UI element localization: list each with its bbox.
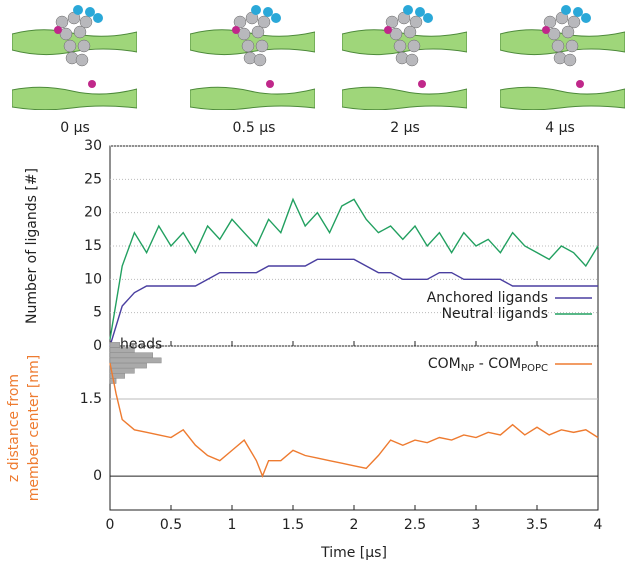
histogram-bar	[109, 357, 162, 364]
legend-label-part: NP	[461, 363, 475, 374]
x-axis-label: Time [µs]	[320, 545, 387, 561]
histogram-bar	[109, 362, 147, 369]
legend-label: Neutral ligands	[442, 306, 548, 322]
y-axis-label: Number of ligands [#]	[24, 168, 40, 324]
y-axis-label-line: z distance from	[6, 374, 22, 482]
legend-label-part: POPC	[521, 363, 548, 374]
y-axis-label-line: member center [nm]	[26, 355, 42, 502]
x-tick-label: 2.5	[404, 517, 426, 533]
y-tick-label: 20	[84, 205, 102, 221]
x-tick-label: 3	[472, 517, 481, 533]
x-tick-label: 0.5	[160, 517, 182, 533]
x-tick-label: 2	[350, 517, 359, 533]
y-tick-label: 30	[84, 138, 102, 154]
y-tick-label: 0	[93, 338, 102, 354]
legend-label-part: - COM	[474, 356, 521, 372]
x-tick-label: 1.5	[282, 517, 304, 533]
x-tick-label: 0	[106, 517, 115, 533]
data-line	[109, 197, 599, 340]
y-tick-label: 0	[93, 468, 102, 484]
legend-label-part: COM	[428, 356, 461, 372]
legend-label: Anchored ligands	[427, 290, 548, 306]
x-tick-label: 4	[594, 517, 603, 533]
y-tick-label: 25	[84, 171, 102, 187]
histogram-bar	[109, 367, 135, 374]
data-line	[109, 362, 599, 478]
y-tick-label: 15	[84, 238, 102, 254]
snapshot-label: 4 µs	[545, 120, 575, 136]
data-line	[109, 258, 598, 347]
histogram-bar	[109, 342, 121, 348]
y-tick-label: 5	[93, 305, 102, 321]
x-tick-label: 1	[228, 517, 237, 533]
snapshot-label: 2 µs	[390, 120, 420, 136]
y-axis-label: z distance from member center [nm]	[6, 355, 42, 502]
histogram-label: heads	[120, 336, 162, 352]
y-tick-label: 1.5	[80, 391, 102, 407]
histogram-bar	[109, 352, 153, 359]
x-tick-label: 3.5	[526, 517, 548, 533]
snapshot-label: 0.5 µs	[233, 120, 276, 136]
y-tick-label: 10	[84, 271, 102, 287]
legend-label: COMNP - COMPOPC	[428, 356, 548, 374]
histogram-bar	[109, 347, 135, 353]
snapshot-label: 0 µs	[60, 120, 90, 136]
